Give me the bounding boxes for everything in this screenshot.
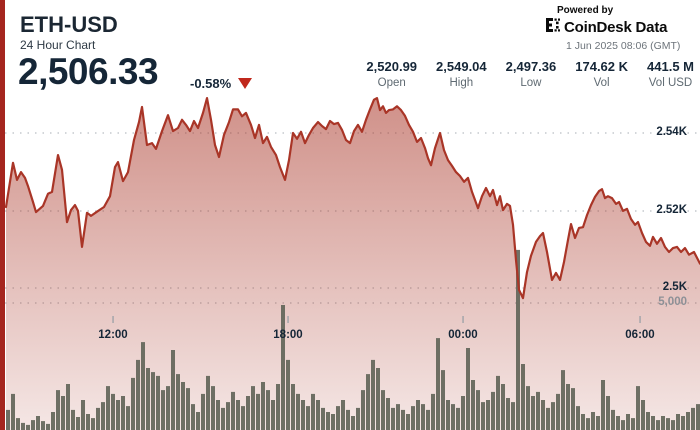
stat-high-value: 2,549.04 xyxy=(436,59,487,74)
x-axis-label-0600: 06:00 xyxy=(625,329,655,341)
chart-subtitle: 24 Hour Chart xyxy=(20,38,96,52)
x-axis-label-0000: 00:00 xyxy=(448,329,478,341)
stat-low: 2,497.36 Low xyxy=(506,59,557,89)
y-axis-label-2500: 2.5K xyxy=(662,281,687,293)
powered-by-label: Powered by xyxy=(557,5,614,16)
change-percent: -0.58% xyxy=(190,76,232,91)
stat-low-value: 2,497.36 xyxy=(505,59,557,74)
coindesk-brand-name: CoinDesk Data xyxy=(564,19,668,36)
stat-low-label: Low xyxy=(520,77,542,89)
ohlc-stats-row: 2,520.99 Open 2,549.04 High 2,497.36 Low… xyxy=(366,59,694,89)
arrow-down-icon xyxy=(238,78,253,89)
stat-vol-usd: 441.5 M Vol USD xyxy=(647,59,694,89)
y-axis-label-2540: 2.54K xyxy=(656,126,687,138)
timestamp: 1 Jun 2025 08:06 (GMT) xyxy=(566,40,681,52)
branding-block: Powered by CoinDesk Data 1 Jun 2025 08 xyxy=(546,5,680,52)
price-change: -0.58% xyxy=(190,76,253,91)
stat-vol-usd-label: Vol USD xyxy=(648,77,693,89)
stat-vol-value: 174.62 K xyxy=(575,59,629,74)
x-axis-label-1800: 18:00 xyxy=(273,329,303,341)
stat-open: 2,520.99 Open xyxy=(366,59,417,89)
stat-open-label: Open xyxy=(377,77,406,89)
x-axis-label-1200: 12:00 xyxy=(98,329,128,341)
left-accent-bar xyxy=(0,0,5,430)
stat-vol: 174.62 K Vol xyxy=(575,59,628,89)
stat-vol-usd-value: 441.5 M xyxy=(647,59,694,74)
y-axis-label-2520: 2.52K xyxy=(656,204,687,216)
stat-high: 2,549.04 High xyxy=(436,59,487,89)
coindesk-link[interactable]: CoinDesk Data xyxy=(546,18,680,37)
symbol-title: ETH-USD xyxy=(20,12,118,37)
volume-axis-label-5000: 5,000 xyxy=(658,296,687,308)
coindesk-logo-icon xyxy=(546,18,560,37)
stat-high-label: High xyxy=(449,77,474,89)
stat-vol-label: Vol xyxy=(593,77,610,89)
stat-open-value: 2,520.99 xyxy=(366,59,418,74)
current-price: 2,506.33 xyxy=(18,51,159,92)
